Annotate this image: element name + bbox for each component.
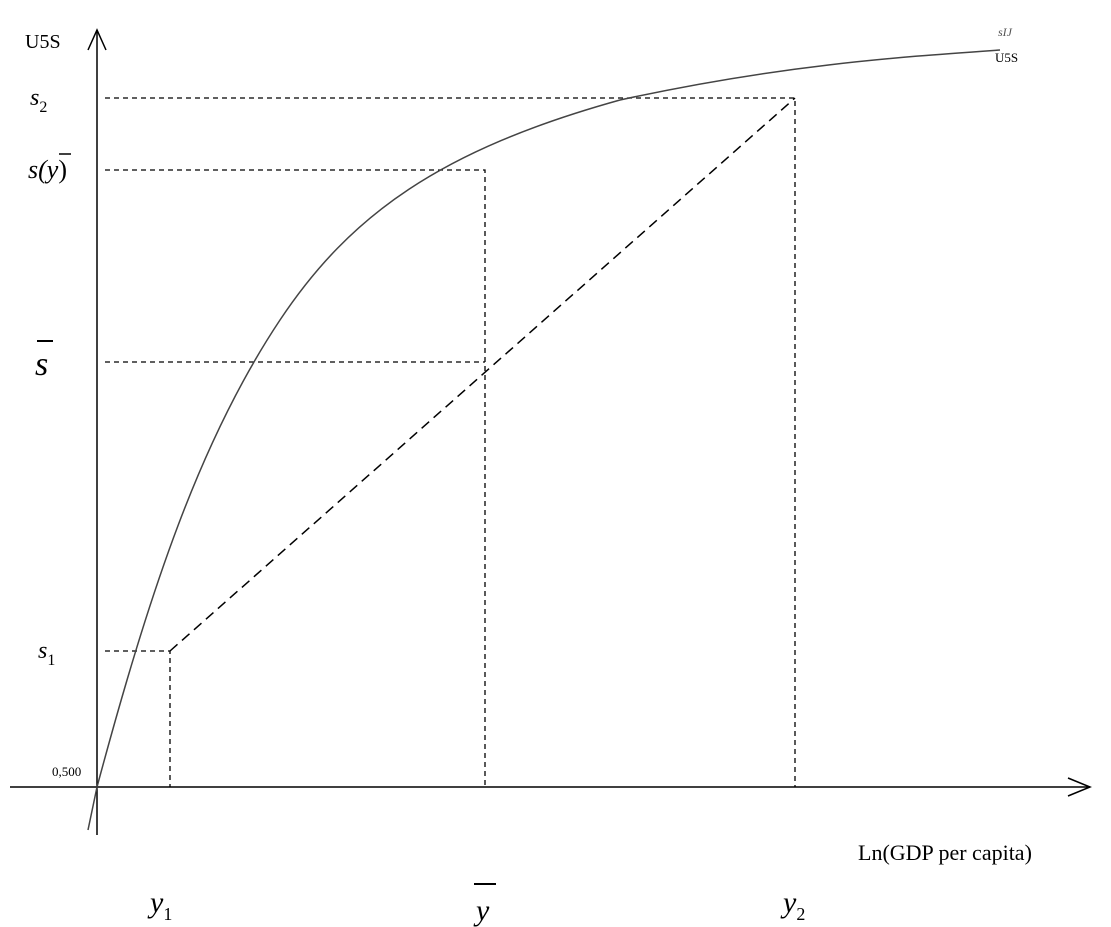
origin-label: 0,500 [52, 764, 81, 779]
x-mark: y2 [780, 886, 805, 924]
y-arrow [87, 28, 107, 51]
y-mark: s(y) [28, 155, 67, 184]
curve-label-bottom: U5S [995, 50, 1018, 65]
x-mark: y [473, 894, 490, 927]
y-mark: s [35, 346, 48, 383]
y-axis-label: U5S [25, 31, 61, 53]
guides [105, 97, 796, 787]
curve [87, 49, 1001, 831]
curve-label-top: sIJ [998, 25, 1013, 39]
x-arrow [1067, 777, 1092, 797]
y-mark: s1 [38, 638, 55, 669]
x-axis-label: Ln(GDP per capita) [858, 840, 1032, 865]
y-mark: s2 [30, 85, 47, 116]
x-mark: y1 [147, 886, 172, 924]
